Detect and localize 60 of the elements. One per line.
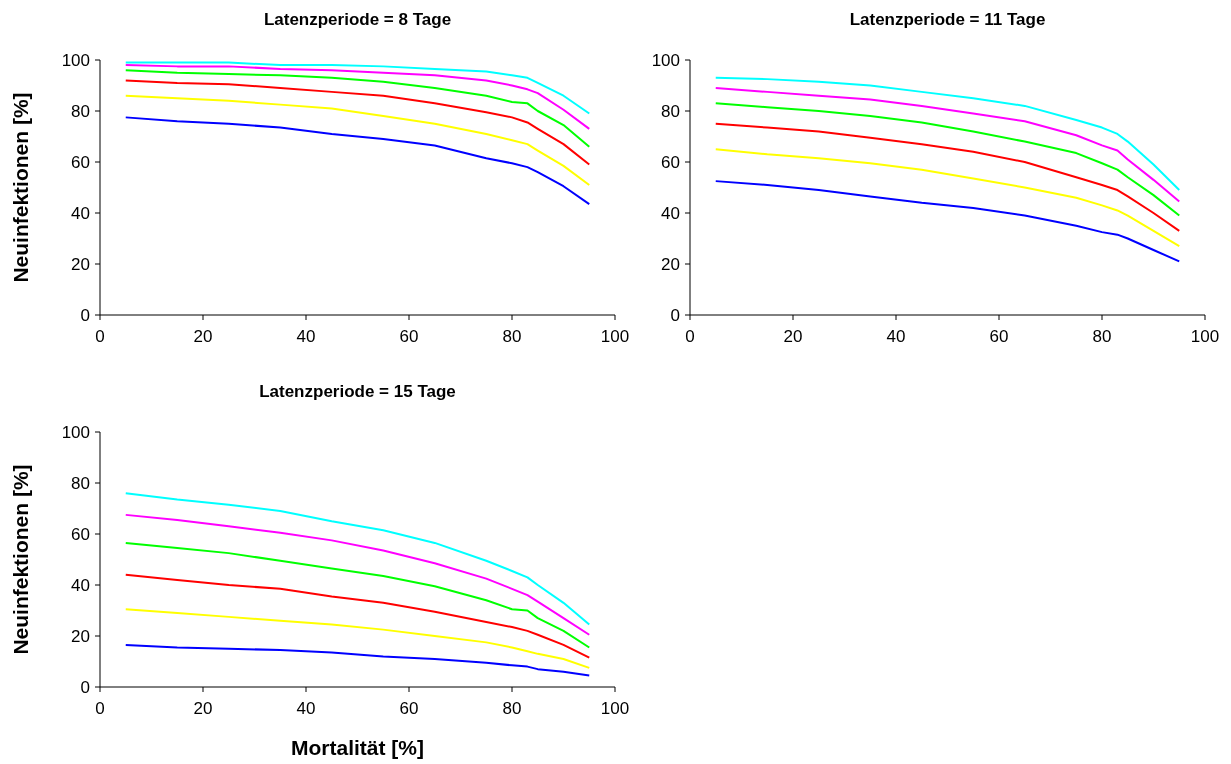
y-tick-label: 0	[670, 305, 680, 325]
x-tick-label: 100	[600, 699, 630, 718]
y-axis-title: Neuinfektionen [%]	[9, 464, 32, 655]
y-tick-label: 60	[71, 524, 90, 544]
x-tick-label: 40	[296, 699, 316, 718]
x-tick-label: 20	[783, 327, 803, 346]
line-series	[124, 573, 591, 659]
y-tick-label: 0	[80, 305, 90, 325]
y-tick-label: 20	[71, 626, 90, 646]
x-tick-label: 0	[95, 699, 105, 718]
x-tick-label: 40	[296, 327, 316, 346]
x-tick-label: 0	[685, 327, 695, 346]
y-axis-title: Neuinfektionen [%]	[9, 92, 32, 283]
x-tick-label: 80	[502, 699, 522, 718]
line-series	[124, 608, 591, 669]
line-series	[124, 79, 591, 166]
chart-title: Latenzperiode = 8 Tage	[263, 10, 452, 29]
line-series	[124, 69, 591, 148]
y-tick-label: 80	[661, 101, 680, 121]
line-series	[714, 180, 1181, 263]
line-series	[124, 61, 591, 115]
line-series	[124, 541, 591, 649]
x-tick-label: 80	[502, 327, 522, 346]
y-tick-label: 0	[80, 677, 90, 697]
x-tick-label: 60	[989, 327, 1009, 346]
line-series	[124, 643, 591, 677]
chart-title: Latenzperiode = 11 Tage	[849, 10, 1046, 29]
x-tick-label: 20	[193, 327, 213, 346]
x-tick-label: 100	[600, 327, 630, 346]
y-tick-label: 60	[71, 152, 90, 172]
x-tick-label: 100	[1190, 327, 1220, 346]
chart-title: Latenzperiode = 15 Tage	[259, 382, 456, 401]
x-tick-label: 80	[1092, 327, 1112, 346]
line-series	[714, 87, 1181, 203]
y-tick-label: 100	[61, 422, 90, 442]
y-tick-label: 40	[71, 203, 90, 223]
x-axis-title: Mortalität [%]	[291, 736, 424, 759]
y-tick-label: 100	[651, 50, 680, 70]
line-series	[124, 513, 591, 636]
y-tick-label: 100	[61, 50, 90, 70]
x-tick-label: 0	[95, 327, 105, 346]
line-series	[714, 76, 1181, 192]
y-tick-label: 80	[71, 101, 90, 121]
x-tick-label: 40	[886, 327, 906, 346]
y-tick-label: 40	[71, 575, 90, 595]
line-series	[714, 122, 1181, 232]
line-series	[124, 64, 591, 130]
y-tick-label: 80	[71, 473, 90, 493]
line-series	[714, 148, 1181, 248]
y-tick-label: 40	[661, 203, 680, 223]
line-series	[124, 492, 591, 626]
line-series	[124, 116, 591, 206]
x-tick-label: 60	[399, 699, 419, 718]
y-tick-label: 20	[661, 254, 680, 274]
y-tick-label: 20	[71, 254, 90, 274]
y-tick-label: 60	[661, 152, 680, 172]
x-tick-label: 20	[193, 699, 213, 718]
line-series	[714, 102, 1181, 217]
line-series	[124, 94, 591, 186]
x-tick-label: 60	[399, 327, 419, 346]
